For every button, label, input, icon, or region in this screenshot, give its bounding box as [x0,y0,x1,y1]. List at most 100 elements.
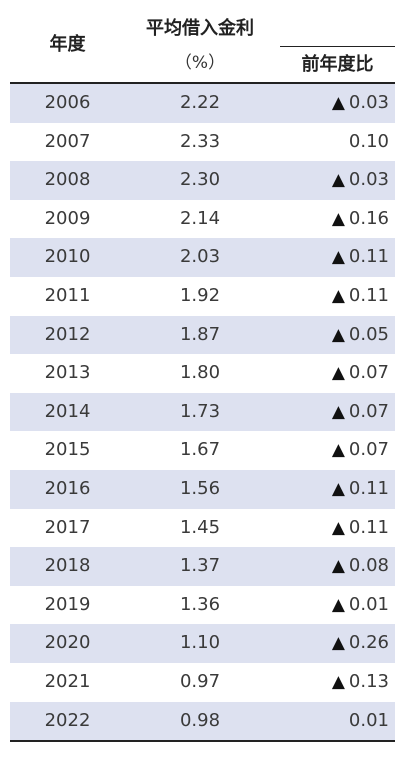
table-body: 2006 2.22 ▲ 0.03 2007 2.33 0.10 2008 2.30 ▲ 0.03 20… [10,84,395,741]
table-row: 2013 1.80 ▲ 0.07 [10,354,395,393]
bottom-rule [10,740,395,743]
cell-year: 2020 [44,632,91,654]
cell-year: 2007 [44,130,91,152]
decrease-triangle-icon: ▲ [331,324,345,345]
decrease-triangle-icon: ▲ [331,363,345,384]
cell-change: ▲ 0.26 [332,624,389,663]
cell-year: 2018 [44,555,91,577]
cell-change: ▲ 0.11 [332,509,389,548]
cell-year: 2022 [44,709,91,731]
header-change: 前年度比 [280,46,395,83]
change-value: 0.01 [348,709,389,731]
cell-change: ▲ 0.03 [332,161,389,200]
cell-year: 2021 [44,670,91,692]
cell-year: 2015 [44,439,91,461]
cell-rate: 1.36 [179,593,221,615]
cell-rate: 1.92 [179,284,221,306]
cell-year: 2017 [44,516,91,538]
cell-rate: 1.73 [179,400,221,422]
cell-change: ▲ 0.08 [332,547,389,586]
cell-change: ▲ 0.13 [332,663,389,702]
decrease-triangle-icon: ▲ [331,556,345,577]
cell-year: 2010 [44,246,91,268]
change-value: 0.10 [348,130,389,152]
cell-change: ▲ 0.07 [332,431,389,470]
decrease-triangle-icon: ▲ [331,478,345,499]
cell-rate: 1.67 [179,439,221,461]
cell-change: ▲ 0.16 [332,200,389,239]
change-value: 0.11 [348,246,389,268]
change-value: 0.11 [348,477,389,499]
cell-rate: 1.56 [179,477,221,499]
table-row: 2011 1.92 ▲ 0.11 [10,277,395,316]
table-row: 2009 2.14 ▲ 0.16 [10,200,395,239]
interest-rate-table: 年度 平均借入金利 （%） 前年度比 2006 2.22 ▲ 0.03 2007 2.33… [10,0,395,743]
table-row: 2016 1.56 ▲ 0.11 [10,469,395,509]
cell-year: 2008 [44,169,91,191]
table-row: 2019 1.36 ▲ 0.01 [10,586,395,625]
cell-year: 2011 [44,284,91,306]
cell-rate: 1.80 [179,362,221,384]
change-value: 0.03 [348,169,389,191]
table-header: 年度 平均借入金利 （%） 前年度比 [10,0,395,84]
cell-year: 2012 [44,323,91,345]
cell-change: ▲ 0.07 [332,354,389,393]
decrease-triangle-icon: ▲ [331,401,345,422]
cell-rate: 1.87 [179,323,221,345]
table-row: 2022 0.98 0.01 [10,701,395,741]
table-row: 2010 2.03 ▲ 0.11 [10,238,395,277]
decrease-triangle-icon: ▲ [331,208,345,229]
decrease-triangle-icon: ▲ [331,285,345,306]
cell-change: 0.01 [349,702,389,741]
decrease-triangle-icon: ▲ [331,671,345,692]
decrease-triangle-icon: ▲ [331,633,345,654]
cell-change: ▲ 0.11 [332,238,389,277]
decrease-triangle-icon: ▲ [331,93,345,113]
decrease-triangle-icon: ▲ [331,440,345,461]
table-row: 2008 2.30 ▲ 0.03 [10,161,395,200]
table-row: 2015 1.67 ▲ 0.07 [10,431,395,470]
decrease-triangle-icon: ▲ [331,594,345,615]
cell-year: 2006 [44,92,91,113]
cell-rate: 0.97 [179,670,221,692]
change-value: 0.26 [348,632,389,654]
cell-year: 2013 [44,362,91,384]
change-value: 0.07 [348,362,389,384]
header-year: 年度 [49,34,86,55]
table-row: 2012 1.87 ▲ 0.05 [10,315,395,355]
table-row: 2018 1.37 ▲ 0.08 [10,547,395,586]
cell-rate: 2.03 [179,246,221,268]
change-value: 0.03 [348,92,389,113]
header-average-rate: 平均借入金利 [146,18,254,39]
table-row: 2020 1.10 ▲ 0.26 [10,624,395,663]
cell-year: 2016 [44,477,91,499]
decrease-triangle-icon: ▲ [331,517,345,538]
change-value: 0.01 [348,593,389,615]
cell-change: ▲ 0.05 [332,316,389,355]
cell-rate: 0.98 [179,709,221,731]
cell-year: 2019 [44,593,91,615]
cell-change: ▲ 0.11 [332,277,389,316]
decrease-triangle-icon: ▲ [331,247,345,268]
cell-rate: 2.30 [179,169,221,191]
change-value: 0.07 [348,439,389,461]
cell-rate: 2.14 [179,207,221,229]
cell-rate: 2.33 [179,130,221,152]
decrease-triangle-icon: ▲ [331,170,345,191]
change-value: 0.05 [348,323,389,345]
table-row: 2014 1.73 ▲ 0.07 [10,392,395,432]
cell-rate: 1.10 [179,632,221,654]
change-value: 0.16 [348,207,389,229]
cell-rate: 1.45 [179,516,221,538]
cell-change: ▲ 0.03 [332,84,389,123]
table-row: 2007 2.33 0.10 [10,123,395,162]
change-value: 0.11 [348,284,389,306]
cell-year: 2014 [44,400,91,422]
change-value: 0.11 [348,516,389,538]
change-value: 0.08 [348,555,389,577]
table-row: 2006 2.22 ▲ 0.03 [10,84,395,123]
header-unit: （%） [174,53,226,73]
cell-year: 2009 [44,207,91,229]
change-value: 0.07 [348,400,389,422]
cell-change: ▲ 0.11 [332,470,389,509]
